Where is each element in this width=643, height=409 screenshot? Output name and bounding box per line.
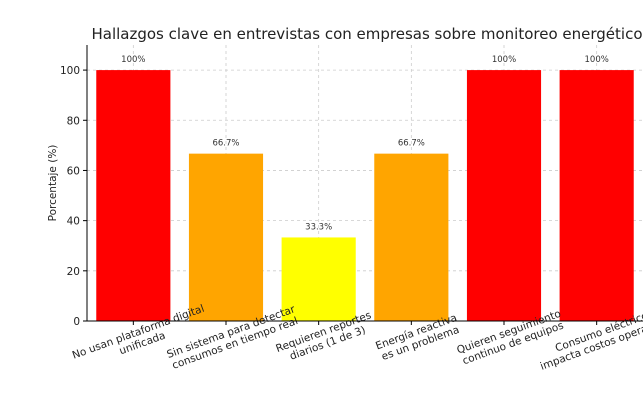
bar bbox=[374, 153, 449, 321]
bar bbox=[96, 70, 171, 321]
bar-value-label: 66.7% bbox=[398, 139, 425, 149]
y-axis-label: Porcentaje (%) bbox=[47, 145, 59, 222]
chart-title: Hallazgos clave en entrevistas con empre… bbox=[91, 25, 642, 43]
y-tick-label: 100 bbox=[60, 65, 80, 77]
bar bbox=[281, 237, 356, 321]
y-tick-label: 60 bbox=[67, 165, 80, 177]
bar-value-label: 100% bbox=[492, 55, 516, 65]
bar bbox=[466, 70, 542, 321]
bar bbox=[559, 70, 634, 321]
y-tick-label: 20 bbox=[67, 266, 80, 278]
y-tick-label: 40 bbox=[67, 216, 80, 228]
bar-value-label: 100% bbox=[121, 55, 145, 65]
y-tick-label: 0 bbox=[73, 316, 80, 328]
bar-value-label: 33.3% bbox=[305, 222, 332, 232]
bar bbox=[188, 153, 264, 321]
bar-value-label: 100% bbox=[585, 55, 609, 65]
bar-value-label: 66.7% bbox=[212, 139, 239, 149]
bars-layer: 100% 66.7% 33.3% 66.7% 100% 100% bbox=[96, 55, 634, 321]
y-tick-label: 80 bbox=[67, 115, 80, 127]
